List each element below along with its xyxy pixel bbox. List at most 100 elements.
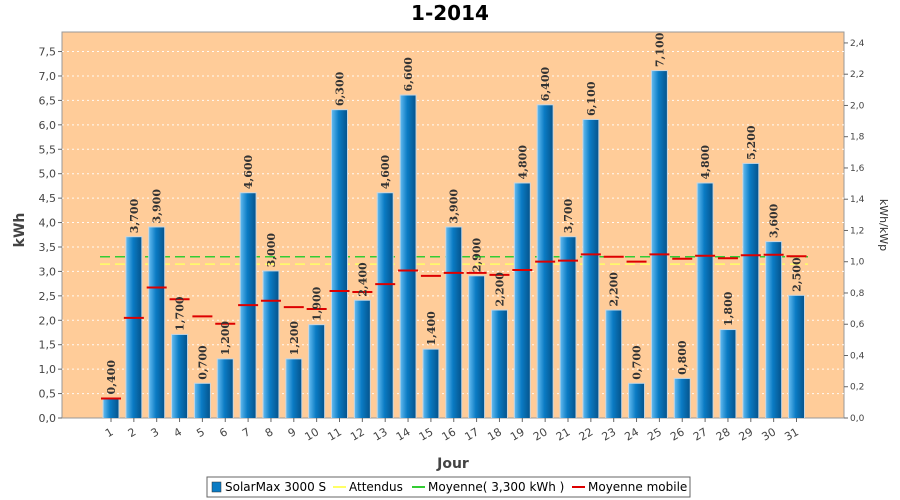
bar-data-label: 6,400 bbox=[539, 67, 552, 102]
x-tick-label: 31 bbox=[782, 425, 801, 443]
bar bbox=[651, 71, 667, 418]
y2-tick-label: 2,4 bbox=[850, 39, 865, 49]
y-tick-label: 7,5 bbox=[39, 46, 57, 59]
bar bbox=[400, 95, 416, 419]
x-tick-label: 20 bbox=[531, 425, 550, 443]
x-tick-label: 3 bbox=[149, 425, 162, 440]
bar bbox=[423, 349, 439, 418]
bar-data-label: 4,600 bbox=[242, 154, 255, 189]
y2-tick-label: 1,2 bbox=[850, 226, 864, 236]
x-tick-label: 4 bbox=[171, 425, 184, 440]
bar-data-label: 1,200 bbox=[288, 321, 301, 356]
bar bbox=[743, 163, 759, 418]
y-tick-label: 1,5 bbox=[39, 339, 57, 352]
bar bbox=[194, 383, 210, 418]
x-tick-label: 24 bbox=[622, 425, 641, 443]
bar-data-label: 4,800 bbox=[699, 145, 712, 180]
x-tick-label: 30 bbox=[760, 425, 779, 443]
bar-data-label: 3,600 bbox=[768, 203, 781, 238]
x-tick-label: 1 bbox=[103, 425, 116, 440]
bar bbox=[560, 237, 576, 418]
y-tick-label: 3,5 bbox=[39, 241, 57, 254]
bar bbox=[629, 383, 645, 418]
x-tick-label: 21 bbox=[554, 425, 573, 443]
y-tick-label: 3,0 bbox=[39, 265, 57, 278]
bar-data-label: 3,700 bbox=[128, 198, 141, 233]
bar-data-label: 1,800 bbox=[722, 291, 735, 326]
y-tick-label: 6,5 bbox=[39, 94, 57, 107]
x-tick-label: 14 bbox=[394, 425, 413, 443]
x-tick-label: 8 bbox=[263, 425, 276, 440]
x-tick-label: 19 bbox=[508, 425, 527, 443]
x-tick-label: 16 bbox=[440, 425, 459, 443]
bar-data-label: 1,400 bbox=[425, 311, 438, 346]
bar bbox=[720, 330, 736, 418]
y-tick-label: 2,5 bbox=[39, 290, 57, 303]
x-tick-label: 7 bbox=[240, 425, 253, 440]
y-tick-label: 0,0 bbox=[39, 412, 57, 425]
y-tick-label: 1,0 bbox=[39, 363, 57, 376]
bar-data-label: 0,800 bbox=[676, 340, 689, 375]
y-tick-label: 6,0 bbox=[39, 119, 57, 132]
bar-data-label: 4,600 bbox=[379, 154, 392, 189]
bar bbox=[491, 310, 507, 418]
y-gridlines bbox=[62, 51, 844, 395]
x-tick-label: 22 bbox=[577, 425, 596, 443]
y-axis-ticks: 0,0 0,5 1,0 1,5 2,0 2,5 3,0 3,5 4,0 4,5 5,0 5,5 6,0 6… bbox=[39, 46, 62, 425]
moving-average-markers bbox=[101, 253, 807, 400]
legend-swatch-solarmax bbox=[211, 481, 222, 493]
bar bbox=[286, 359, 302, 418]
y2-tick-label: 0,8 bbox=[850, 289, 865, 299]
x-tick-label: 13 bbox=[371, 425, 390, 443]
x-axis-ticks: 1 2 3 4 5 6 7 8 9 10 11 12 13 14 15 16 17 18 19 20 21 22 23 24 2… bbox=[103, 418, 801, 444]
y2-axis-ticks: 0,0 0,2 0,4 0,6 0,8 1,0 1,2 1,4 1,6 1,8 2,0 2,2 2,4 bbox=[844, 39, 865, 424]
x-tick-label: 2 bbox=[126, 425, 139, 440]
bar bbox=[514, 183, 530, 418]
bar-data-label: 3,900 bbox=[448, 189, 461, 224]
y-tick-label: 5,5 bbox=[39, 143, 57, 156]
y2-tick-label: 2,0 bbox=[850, 101, 865, 111]
bar-data-label: 3,700 bbox=[562, 198, 575, 233]
x-tick-label: 27 bbox=[691, 425, 710, 443]
y-tick-label: 4,5 bbox=[39, 192, 57, 205]
y2-axis-label: kWh/kWp bbox=[877, 199, 890, 251]
bar bbox=[309, 325, 325, 418]
bar bbox=[446, 227, 462, 418]
bar bbox=[354, 300, 370, 418]
bar bbox=[789, 295, 804, 418]
bar-data-label: 2,200 bbox=[608, 272, 621, 307]
bar bbox=[377, 193, 393, 418]
bar bbox=[469, 276, 485, 418]
legend-label-attendus: Attendus bbox=[349, 480, 403, 494]
bar bbox=[103, 398, 119, 418]
x-tick-label: 9 bbox=[286, 425, 299, 440]
y2-tick-label: 1,8 bbox=[850, 133, 865, 143]
bar-data-label: 1,200 bbox=[219, 321, 232, 356]
x-tick-label: 17 bbox=[462, 425, 481, 443]
y2-tick-label: 2,2 bbox=[850, 70, 864, 80]
chart-title: 1-2014 bbox=[411, 1, 489, 25]
y2-tick-label: 0,6 bbox=[850, 320, 865, 330]
bar-data-label: 1,900 bbox=[311, 286, 324, 321]
y2-tick-label: 1,6 bbox=[850, 164, 865, 174]
bar-data-label: 1,700 bbox=[174, 296, 187, 331]
bar bbox=[606, 310, 622, 418]
y2-tick-label: 1,4 bbox=[850, 195, 865, 205]
x-tick-label: 18 bbox=[485, 425, 504, 443]
bar bbox=[126, 237, 142, 418]
x-tick-label: 12 bbox=[348, 425, 367, 443]
bar bbox=[332, 110, 347, 418]
legend: SolarMax 3000 S Attendus Moyenne( 3,300 … bbox=[206, 476, 691, 498]
bar bbox=[583, 119, 599, 418]
bar-data-label: 4,800 bbox=[516, 145, 529, 180]
bar bbox=[263, 271, 279, 418]
bar-data-label: 5,200 bbox=[745, 125, 758, 160]
x-tick-label: 28 bbox=[714, 425, 733, 443]
y-tick-label: 0,5 bbox=[39, 388, 57, 401]
data-labels: 0,400 3,700 3,900 1,700 0,700 1,200 4,600 3,000… bbox=[105, 32, 804, 394]
x-tick-label: 25 bbox=[645, 425, 664, 443]
bar-data-label: 2,200 bbox=[493, 272, 506, 307]
x-tick-label: 29 bbox=[737, 425, 756, 443]
legend-label-moyenne: Moyenne( 3,300 kWh ) bbox=[428, 480, 564, 494]
bar-data-label: 6,600 bbox=[402, 57, 415, 92]
